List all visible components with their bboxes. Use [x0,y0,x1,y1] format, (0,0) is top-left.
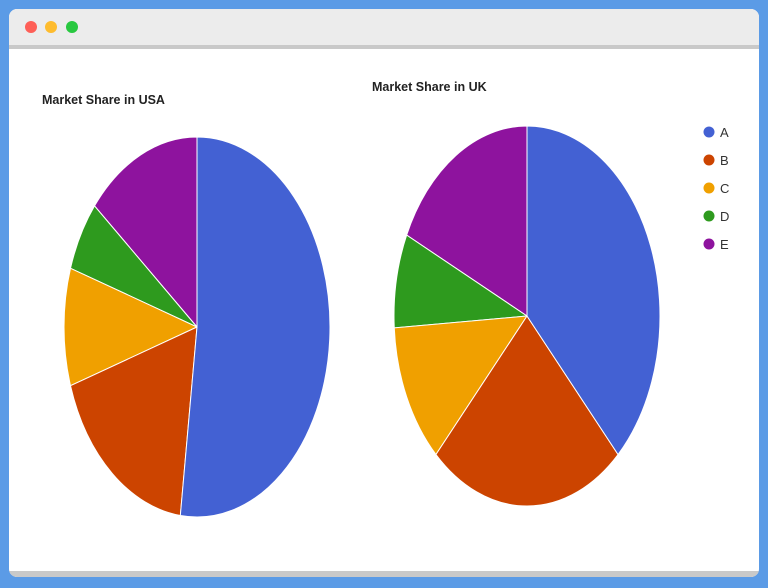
chart-title-usa: Market Share in USA [42,93,165,107]
pie-slice-a [526,125,661,456]
pie-slice-b [435,315,619,507]
pie-slice-a [179,136,331,518]
pie-slice-b [69,326,198,517]
pie-slice-e [406,125,528,317]
minimize-window-button[interactable] [45,21,57,33]
legend-swatch-c [703,182,715,194]
legend: A B C D E [703,125,729,252]
zoom-window-button[interactable] [66,21,78,33]
legend-item-b: B [703,153,729,168]
pie-slice-e [93,136,198,329]
legend-item-d: D [703,209,729,224]
legend-item-e: E [703,237,729,252]
legend-swatch-b [703,154,715,166]
chart-title-uk: Market Share in UK [372,80,487,94]
pie-uk: Market Share in UK [372,80,661,507]
legend-label-c: C [720,181,729,196]
window-bottom-bar [9,571,759,577]
legend-item-a: A [703,125,729,140]
legend-label-e: E [720,237,729,252]
legend-swatch-d [703,210,715,222]
browser-window: Market Share in USA Market Share in UK A… [9,9,759,577]
window-titlebar [9,9,759,49]
legend-swatch-e [703,238,715,250]
pie-slice-c [393,315,528,456]
pie-slice-d [393,234,529,329]
legend-label-d: D [720,209,729,224]
pie-slice-c [63,267,199,387]
legend-swatch-a [703,126,715,138]
legend-label-b: B [720,153,729,168]
pie-charts: Market Share in USA Market Share in UK A… [42,80,729,518]
pie-usa: Market Share in USA [42,93,331,518]
legend-item-c: C [703,181,729,196]
legend-label-a: A [720,125,729,140]
close-window-button[interactable] [25,21,37,33]
